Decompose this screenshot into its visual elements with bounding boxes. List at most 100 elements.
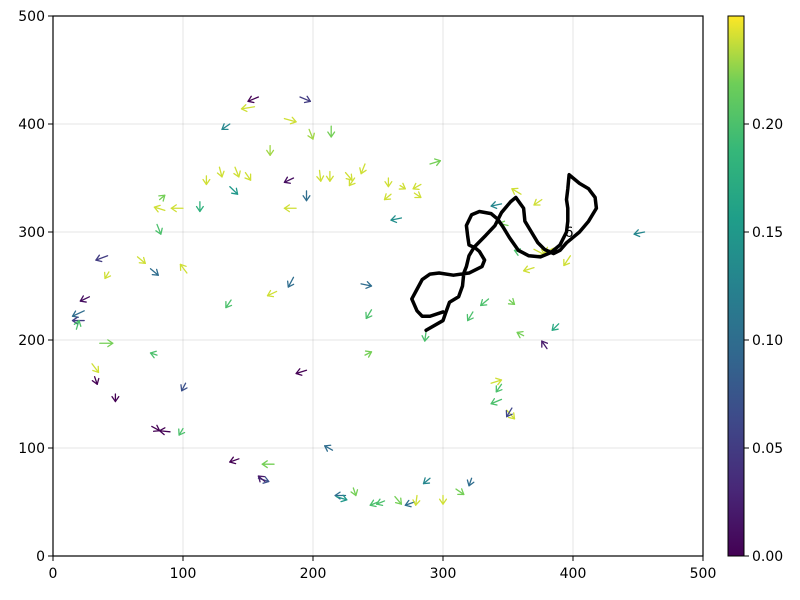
x-tick-label: 300 bbox=[430, 566, 457, 582]
arrow bbox=[302, 190, 311, 202]
arrow-shaft bbox=[79, 296, 91, 302]
arrow bbox=[541, 340, 549, 350]
arrow-shaft bbox=[490, 398, 503, 405]
arrow bbox=[404, 499, 416, 508]
arrow bbox=[136, 256, 146, 264]
arrow bbox=[412, 182, 422, 191]
arrow-head bbox=[283, 204, 291, 213]
arrow-head bbox=[158, 194, 166, 202]
arrow bbox=[266, 289, 278, 298]
arrow bbox=[490, 201, 503, 210]
arrow-shaft bbox=[551, 323, 560, 331]
arrow-head bbox=[225, 300, 233, 309]
arrow bbox=[153, 204, 166, 213]
arrow-shaft bbox=[429, 160, 442, 165]
arrow-shaft bbox=[412, 183, 422, 190]
arrow-shaft bbox=[364, 351, 373, 356]
x-tick-label: 200 bbox=[300, 566, 327, 582]
arrow bbox=[383, 193, 392, 201]
arrow-head bbox=[384, 181, 393, 188]
arrow-shaft bbox=[75, 319, 80, 330]
arrow-head bbox=[91, 377, 100, 385]
arrow-shaft bbox=[533, 198, 543, 206]
arrow bbox=[91, 376, 100, 385]
arrow bbox=[438, 494, 448, 505]
arrow bbox=[516, 330, 525, 339]
arrow bbox=[422, 477, 431, 485]
arrow-head bbox=[202, 178, 211, 186]
arrow-shaft bbox=[467, 311, 474, 322]
arrow-head bbox=[302, 195, 311, 202]
arrow-shaft bbox=[490, 379, 503, 384]
arrow-head bbox=[71, 310, 80, 318]
arrow bbox=[295, 368, 308, 376]
arrow-head bbox=[422, 477, 431, 485]
arrow-head bbox=[466, 313, 474, 322]
arrow-head bbox=[434, 158, 442, 167]
arrow-shaft bbox=[153, 206, 166, 212]
arrow-shaft bbox=[413, 192, 422, 199]
arrow bbox=[307, 128, 315, 140]
arrow-head bbox=[511, 187, 519, 195]
annotation-label: 6 bbox=[565, 225, 574, 241]
arrow bbox=[455, 488, 465, 496]
arrow-head bbox=[563, 258, 571, 267]
arrow bbox=[324, 444, 334, 452]
y-tick-label: 500 bbox=[18, 9, 45, 25]
arrow bbox=[104, 271, 112, 280]
arrow-head bbox=[316, 175, 325, 182]
arrow bbox=[348, 177, 356, 187]
arrow bbox=[394, 495, 403, 505]
arrow-head bbox=[247, 95, 255, 104]
arrow-shaft bbox=[218, 166, 223, 178]
colorbar-tick-label: 0.05 bbox=[752, 441, 783, 457]
arrow-shaft bbox=[360, 163, 366, 175]
arrow-head bbox=[414, 191, 422, 199]
arrow-shaft bbox=[480, 298, 490, 307]
arrow-shaft bbox=[299, 96, 312, 102]
arrow-shaft bbox=[563, 255, 572, 267]
arrow-head bbox=[158, 427, 166, 436]
arrow bbox=[421, 330, 430, 342]
arrow-head bbox=[421, 335, 430, 342]
arrow-shaft bbox=[348, 177, 356, 187]
arrow-head bbox=[412, 182, 420, 191]
y-tick-label: 200 bbox=[18, 333, 45, 349]
arrow-head bbox=[178, 428, 186, 436]
arrow-head bbox=[495, 385, 503, 393]
arrow-shaft bbox=[376, 500, 386, 505]
arrow bbox=[369, 499, 379, 508]
arrow-head bbox=[111, 395, 120, 403]
arrow-head bbox=[266, 289, 275, 298]
arrow-shaft bbox=[360, 283, 373, 287]
arrow bbox=[95, 254, 109, 263]
arrow-head bbox=[324, 444, 332, 452]
arrow bbox=[466, 311, 474, 322]
arrow bbox=[325, 170, 334, 182]
trajectory-path bbox=[410, 173, 599, 333]
arrow-head bbox=[170, 204, 177, 213]
arrow bbox=[429, 158, 442, 167]
arrow-head bbox=[295, 368, 303, 376]
arrow bbox=[266, 144, 275, 156]
arrow-head bbox=[533, 198, 541, 206]
arrow-head bbox=[438, 498, 448, 505]
arrow-head bbox=[365, 311, 373, 320]
trajectory-line bbox=[410, 173, 599, 333]
arrow-shaft bbox=[179, 263, 188, 274]
x-tick-label: 100 bbox=[170, 566, 197, 582]
arrow bbox=[99, 339, 114, 348]
arrow-head bbox=[364, 350, 373, 358]
arrow bbox=[216, 166, 225, 178]
arrow bbox=[376, 498, 386, 507]
arrow bbox=[158, 427, 171, 436]
arrow-head bbox=[261, 460, 268, 469]
arrow bbox=[344, 171, 353, 181]
arrow bbox=[149, 268, 159, 276]
arrow bbox=[225, 299, 233, 309]
arrow bbox=[511, 187, 522, 195]
arrow-shaft bbox=[136, 256, 146, 264]
arrow-head bbox=[73, 319, 82, 327]
arrow-shaft bbox=[221, 123, 231, 131]
arrow bbox=[170, 204, 184, 213]
